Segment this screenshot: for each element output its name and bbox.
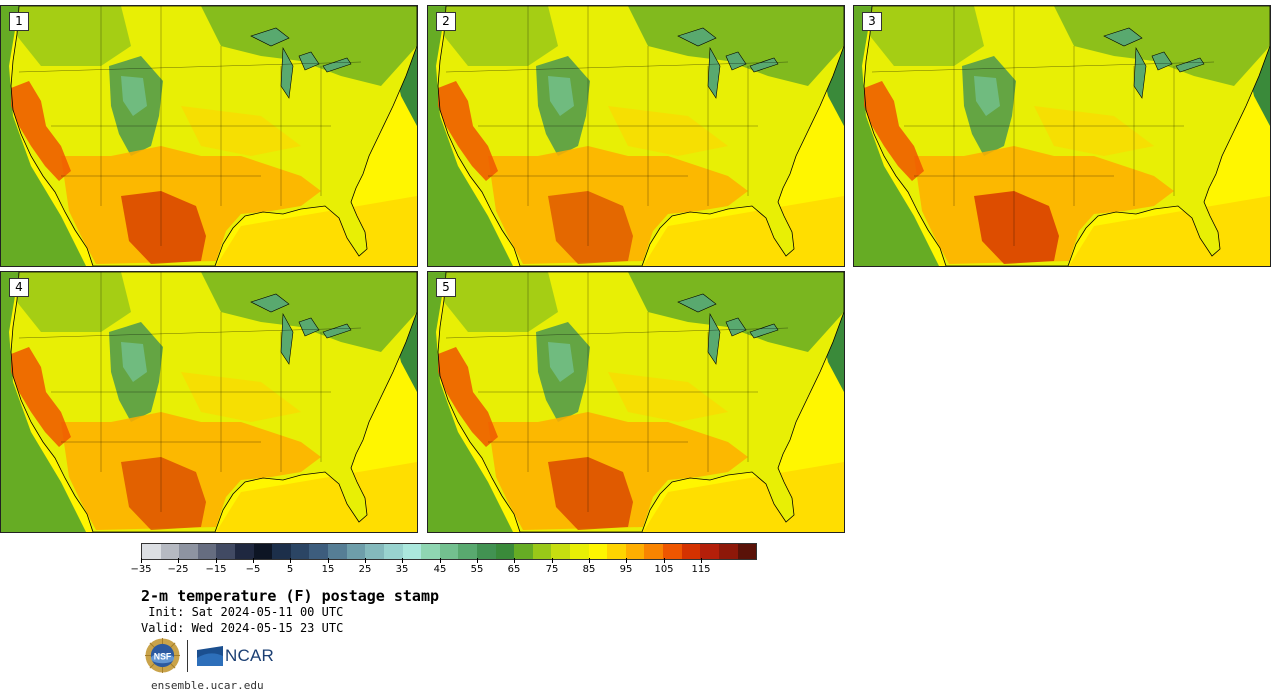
temperature-map: [428, 272, 844, 532]
colorbar-tick-label: −35: [130, 564, 152, 575]
colorbar-cell: [290, 544, 310, 559]
colorbar-cell: [625, 544, 645, 559]
colorbar-tick-label: 75: [545, 564, 559, 575]
temperature-map: [1, 272, 417, 532]
colorbar-tick: [514, 558, 515, 563]
valid-time: Valid: Wed 2024-05-15 23 UTC: [141, 621, 344, 635]
colorbar-cell: [476, 544, 496, 559]
colorbar-cell: [365, 544, 384, 559]
temperature-colorbar: [141, 543, 757, 560]
colorbar-tick: [477, 558, 478, 563]
colorbar-tick: [328, 558, 329, 563]
colorbar-tick-label: 65: [507, 564, 521, 575]
colorbar-tick-label: 85: [582, 564, 596, 575]
colorbar-tick-label: −15: [205, 564, 227, 575]
colorbar-tick: [402, 558, 403, 563]
colorbar-cell: [607, 544, 626, 559]
colorbar-cell: [458, 544, 477, 559]
colorbar-cell: [663, 544, 682, 559]
panel-number-label: 1: [9, 12, 29, 31]
colorbar-cell: [495, 544, 515, 559]
colorbar-tick: [253, 558, 254, 563]
colorbar-tick: [664, 558, 665, 563]
colorbar-tick-label: 35: [395, 564, 409, 575]
colorbar-tick-label: 15: [321, 564, 335, 575]
colorbar-cell: [532, 544, 552, 559]
ncar-logo-text: NCAR: [225, 646, 274, 665]
colorbar-cell: [402, 544, 422, 559]
colorbar-cell: [216, 544, 236, 559]
ncar-mark-icon: [197, 646, 223, 666]
temperature-map: [428, 6, 844, 266]
map-panel-2: 2: [427, 5, 845, 267]
colorbar-tick-label: 55: [470, 564, 484, 575]
colorbar-cell: [179, 544, 198, 559]
colorbar-tick: [701, 558, 702, 563]
colorbar-cell: [737, 544, 757, 559]
map-panel-4: 4: [0, 271, 418, 533]
colorbar-tick: [365, 558, 366, 563]
colorbar-tick: [589, 558, 590, 563]
colorbar-tick-label: 25: [358, 564, 372, 575]
colorbar-cell: [346, 544, 366, 559]
panel-number-label: 2: [436, 12, 456, 31]
logo-divider: [187, 640, 188, 672]
panel-number-label: 5: [436, 278, 456, 297]
colorbar-tick-label: 5: [286, 564, 294, 575]
colorbar-cell: [328, 544, 347, 559]
colorbar-cell: [309, 544, 329, 559]
colorbar-ticks: −35 −25 −15 −5 5 15 25 35 45 55 65 75 85 95 105 115: [130, 558, 757, 578]
colorbar-cell: [514, 544, 533, 559]
colorbar-tick-label: 45: [433, 564, 447, 575]
colorbar-cell: [197, 544, 217, 559]
ncar-logo: NCAR: [197, 644, 274, 668]
colorbar-tick-label: −25: [167, 564, 189, 575]
logos: NSF NCAR: [145, 638, 285, 674]
nsf-logo-text: NSF: [154, 651, 172, 661]
colorbar-cell: [681, 544, 701, 559]
nsf-logo-icon: NSF: [145, 638, 180, 673]
colorbar-tick: [626, 558, 627, 563]
colorbar-cell: [644, 544, 664, 559]
init-time: Init: Sat 2024-05-11 00 UTC: [141, 605, 344, 619]
colorbar-tick: [178, 558, 179, 563]
panel-number-label: 4: [9, 278, 29, 297]
colorbar-cell: [160, 544, 180, 559]
colorbar-cell: [421, 544, 440, 559]
colorbar-tick: [290, 558, 291, 563]
colorbar-cell: [272, 544, 291, 559]
colorbar-tick: [141, 558, 142, 563]
colorbar-tick-label: 115: [691, 564, 711, 575]
colorbar-tick: [216, 558, 217, 563]
temperature-map: [1, 6, 417, 266]
temperature-map: [854, 6, 1270, 266]
colorbar-cell: [588, 544, 608, 559]
chart-title: 2-m temperature (F) postage stamp: [141, 587, 440, 605]
colorbar-cell: [253, 544, 273, 559]
colorbar-cell: [570, 544, 589, 559]
colorbar-cell: [700, 544, 719, 559]
colorbar-cell: [551, 544, 571, 559]
map-panel-5: 5: [427, 271, 845, 533]
colorbar-cell: [439, 544, 459, 559]
map-panel-1: 1: [0, 5, 418, 267]
colorbar-tick-label: −5: [245, 564, 261, 575]
colorbar-cell: [235, 544, 254, 559]
colorbar-tick-label: 95: [619, 564, 633, 575]
panel-number-label: 3: [862, 12, 882, 31]
colorbar-tick: [552, 558, 553, 563]
map-panel-3: 3: [853, 5, 1271, 267]
colorbar-cell: [142, 544, 161, 559]
colorbar-tick: [440, 558, 441, 563]
colorbar-cell: [383, 544, 403, 559]
colorbar-tick-label: 105: [654, 564, 674, 575]
colorbar-cell: [718, 544, 738, 559]
footer-url: ensemble.ucar.edu: [151, 679, 264, 692]
